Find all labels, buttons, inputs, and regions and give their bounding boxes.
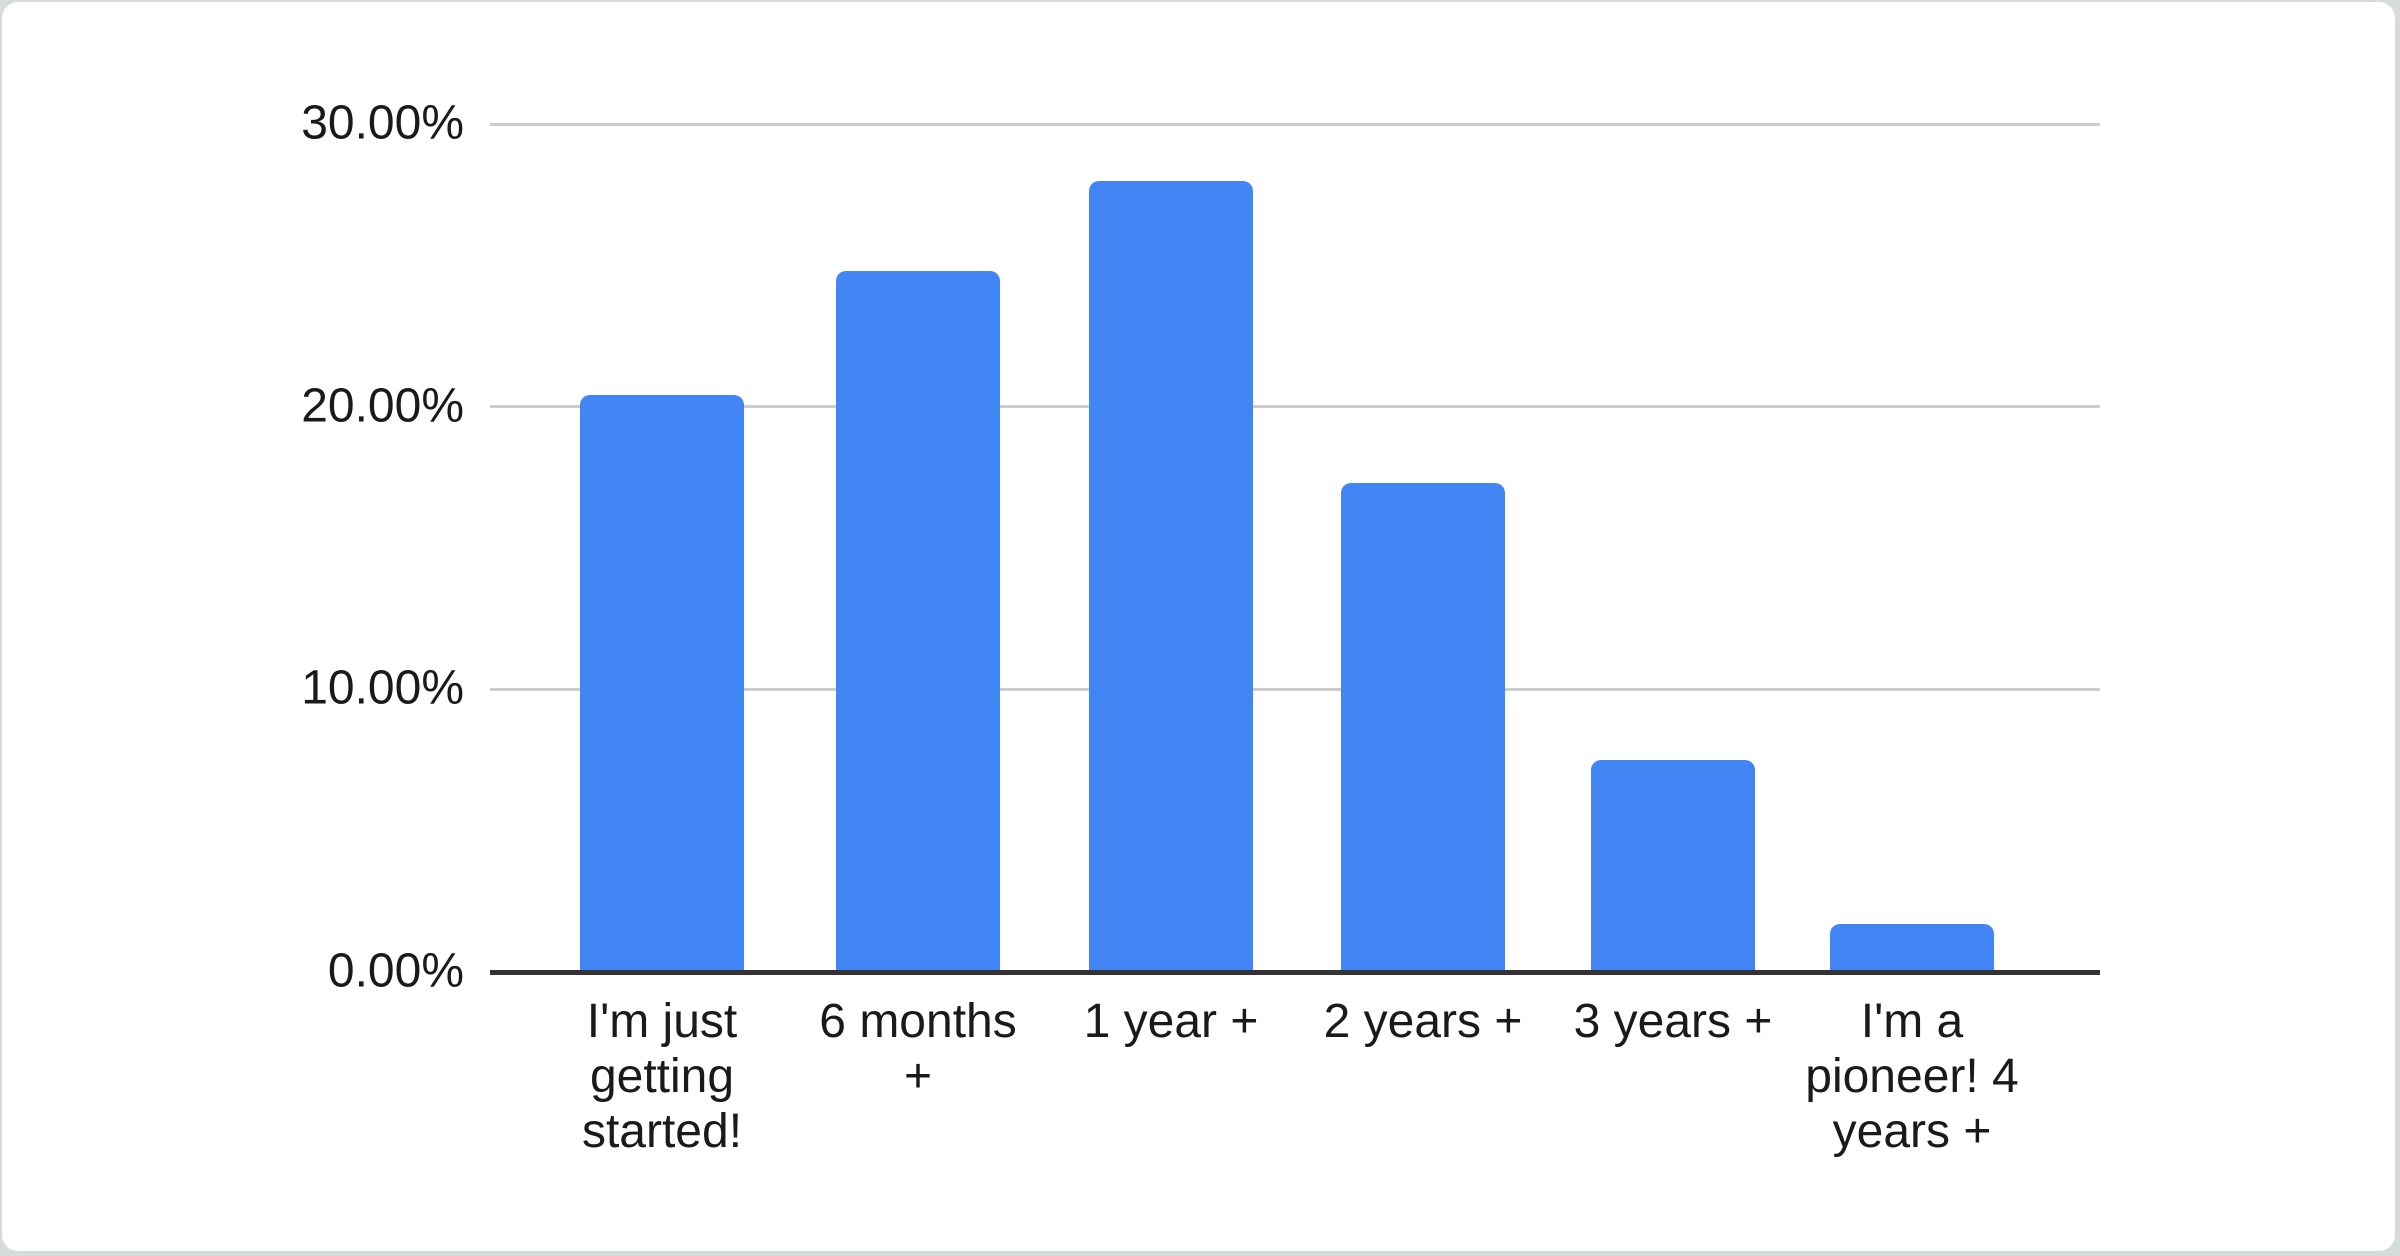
x-axis-line <box>490 969 2100 975</box>
bar-2 <box>836 270 1000 972</box>
x-category-label: I'm just getting started! <box>581 995 743 1158</box>
x-category-label: 1 year + <box>1083 995 1259 1048</box>
bar-4 <box>1341 482 1505 972</box>
x-category-label: I'm a pioneer! 4 years + <box>1805 995 2019 1158</box>
bar-1 <box>580 395 744 972</box>
x-category-label: 3 years + <box>1573 995 1773 1048</box>
bar-3 <box>1089 180 1253 972</box>
x-category-label: 2 years + <box>1323 995 1523 1048</box>
gridline-20.00% <box>490 405 2100 409</box>
bar-6 <box>1830 923 1994 972</box>
y-tick-label: 30.00% <box>301 96 464 150</box>
y-tick-label: 0.00% <box>327 944 464 998</box>
y-tick-label: 10.00% <box>301 661 464 715</box>
gridline-10.00% <box>490 687 2100 691</box>
y-tick-label: 20.00% <box>301 379 464 433</box>
bar-5 <box>1591 760 1755 972</box>
gridline-30.00% <box>490 122 2100 126</box>
x-category-label: 6 months + <box>819 995 1017 1103</box>
